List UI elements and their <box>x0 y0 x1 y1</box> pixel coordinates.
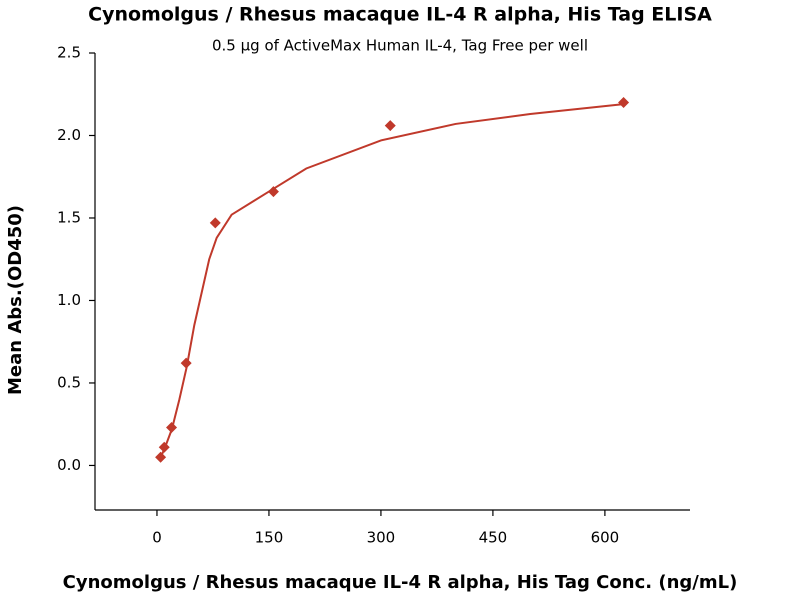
data-point <box>618 96 630 108</box>
y-tick-label: 0.5 <box>57 373 81 391</box>
x-tick-label: 150 <box>255 529 284 547</box>
y-tick-label: 2.0 <box>57 126 81 144</box>
data-point <box>155 451 167 463</box>
x-tick-label: 300 <box>367 529 396 547</box>
chart-subtitle: 0.5 μg of ActiveMax Human IL-4, Tag Free… <box>212 37 588 55</box>
data-point <box>209 217 221 229</box>
data-point <box>384 120 396 132</box>
y-axis-label: Mean Abs.(OD450) <box>5 205 26 395</box>
x-tick-label: 0 <box>152 529 162 547</box>
y-tick-label: 0.0 <box>57 456 81 474</box>
y-tick-label: 2.5 <box>57 44 81 62</box>
y-tick-label: 1.0 <box>57 291 81 309</box>
x-axis-label: Cynomolgus / Rhesus macaque IL-4 R alpha… <box>63 572 738 593</box>
x-tick-label: 450 <box>479 529 508 547</box>
x-tick-label: 600 <box>591 529 620 547</box>
fit-curve <box>159 103 624 458</box>
data-point <box>267 186 279 198</box>
chart-title: Cynomolgus / Rhesus macaque IL-4 R alpha… <box>88 4 712 26</box>
y-tick-label: 1.5 <box>57 208 81 226</box>
